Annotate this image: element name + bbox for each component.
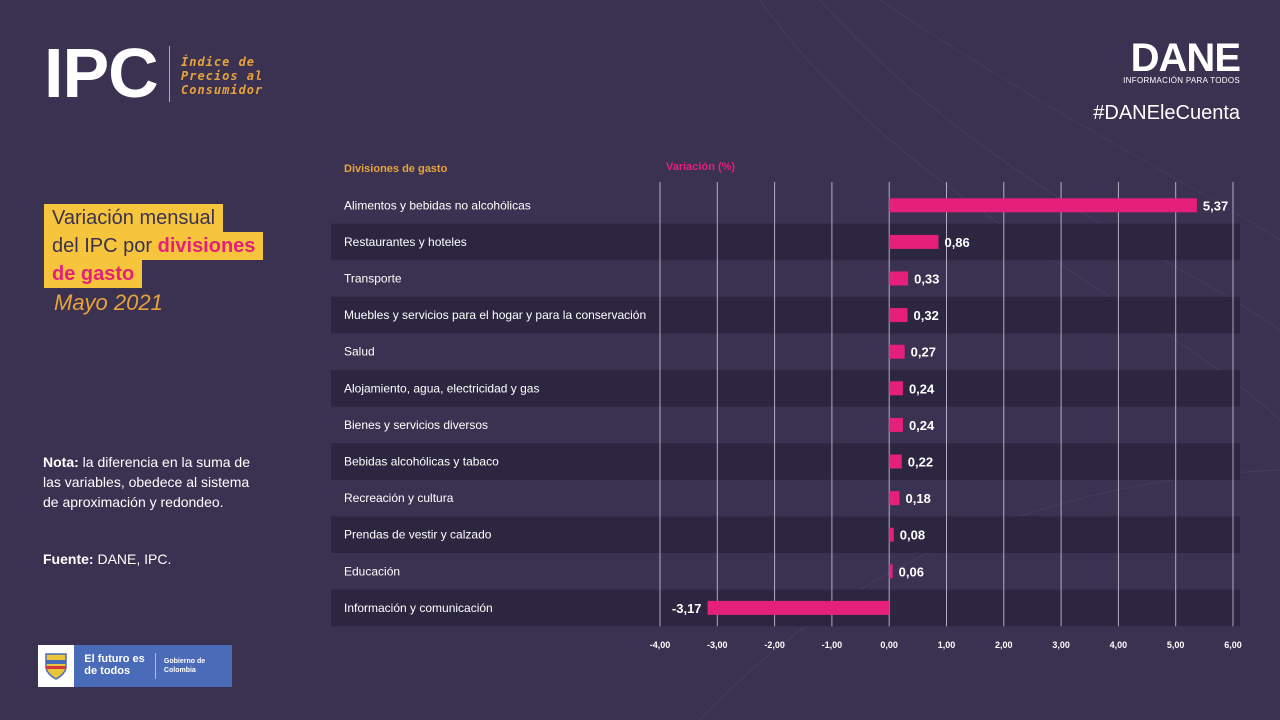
category-label: Prendas de vestir y calzado: [344, 528, 492, 542]
data-label: 0,86: [944, 235, 969, 250]
bar: [889, 198, 1197, 213]
title-line-3: de gasto: [44, 260, 143, 288]
data-label: 0,27: [911, 345, 936, 360]
category-label: Alojamiento, agua, electricidad y gas: [344, 381, 539, 395]
bar: [889, 417, 903, 432]
bar: [889, 308, 908, 323]
logo-sub-line: Consumidor: [181, 83, 264, 97]
tick-label: -2,00: [764, 640, 785, 650]
row-band: [331, 296, 1240, 334]
category-label: Bebidas alcohólicas y tabaco: [344, 455, 499, 469]
tick-label: 5,00: [1167, 640, 1185, 650]
period-label: Mayo 2021: [54, 290, 163, 315]
hashtag: #DANEleCuenta: [1093, 102, 1240, 124]
row-band: [331, 516, 1240, 553]
logo-divider: [169, 46, 170, 102]
bar: [889, 527, 894, 542]
ipc-logo: IPC: [44, 34, 159, 112]
category-label: Recreación y cultura: [344, 491, 454, 505]
source-text: DANE, IPC.: [93, 551, 172, 567]
column-header-values: Variación (%): [666, 161, 736, 173]
note-label: Nota:: [43, 454, 79, 470]
tick-label: -4,00: [650, 640, 671, 650]
tick-label: 4,00: [1110, 640, 1128, 650]
tick-label: 6,00: [1224, 640, 1242, 650]
source: Fuente: DANE, IPC.: [43, 551, 171, 567]
tick-label: 0,00: [880, 640, 898, 650]
gov-divider: [155, 653, 156, 679]
row-band: [331, 370, 1240, 407]
bar: [707, 600, 890, 615]
title-prefix: del IPC por: [52, 235, 158, 257]
source-label: Fuente:: [43, 551, 94, 567]
row-band: [331, 223, 1240, 261]
dane-tagline: INFORMACIÓN PARA TODOS: [1123, 76, 1240, 85]
data-label: 0,24: [909, 381, 935, 396]
row-band: [331, 443, 1240, 480]
bar: [889, 454, 902, 469]
tick-label: -3,00: [707, 640, 728, 650]
column-header-categories: Divisiones de gasto: [344, 163, 448, 175]
data-label: 0,32: [914, 308, 939, 323]
title-highlight-2: de gasto: [52, 263, 135, 285]
coat-of-arms-icon: [38, 645, 75, 687]
tick-label: 2,00: [995, 640, 1013, 650]
data-label: -3,17: [672, 601, 702, 616]
category-label: Educación: [344, 564, 400, 578]
title-line-1: Variación mensual: [44, 204, 224, 232]
category-label: Alimentos y bebidas no alcohólicas: [344, 198, 531, 212]
ipc-logo-subtitle: Índice de Precios al Consumidor: [181, 55, 263, 97]
government-logo: El futuro es de todos Gobierno de Colomb…: [38, 645, 232, 687]
data-label: 0,22: [908, 455, 933, 470]
category-label: Muebles y servicios para el hogar y para…: [344, 308, 646, 322]
data-label: 0,33: [914, 272, 939, 287]
title-line-2: del IPC por divisiones: [44, 232, 264, 260]
data-label: 0,06: [899, 564, 924, 579]
tick-label: 1,00: [938, 640, 956, 650]
tick-label: -1,00: [822, 640, 843, 650]
bar: [889, 491, 900, 506]
category-label: Salud: [344, 345, 375, 359]
title-highlight: divisiones: [157, 235, 256, 257]
logo-sub-line: Precios al: [181, 69, 264, 83]
data-label: 0,08: [900, 528, 925, 543]
bar: [889, 271, 909, 286]
chart-title: Variación mensual del IPC por divisiones…: [44, 204, 264, 288]
dane-logo: DANE INFORMACIÓN PARA TODOS: [1123, 36, 1241, 85]
note: Nota: la diferencia en la suma de las va…: [43, 452, 258, 512]
gov-slogan: El futuro es de todos: [84, 653, 145, 677]
data-label: 0,18: [906, 491, 931, 506]
gov-name: Gobierno de Colombia: [163, 658, 206, 674]
category-label: Bienes y servicios diversos: [344, 418, 488, 432]
note-text: la diferencia en la suma de las variable…: [43, 454, 250, 510]
logo-sub-line: Índice de: [181, 55, 256, 69]
bar: [889, 344, 905, 359]
bar: [889, 234, 939, 249]
dane-brand: DANE: [1130, 36, 1241, 80]
data-label: 5,37: [1203, 198, 1228, 213]
bar: [889, 564, 893, 579]
tick-label: 3,00: [1052, 640, 1070, 650]
category-label: Información y comunicación: [344, 601, 493, 615]
bar: [889, 381, 903, 396]
category-label: Restaurantes y hoteles: [344, 235, 467, 249]
category-label: Transporte: [344, 272, 402, 286]
data-label: 0,24: [909, 418, 935, 433]
